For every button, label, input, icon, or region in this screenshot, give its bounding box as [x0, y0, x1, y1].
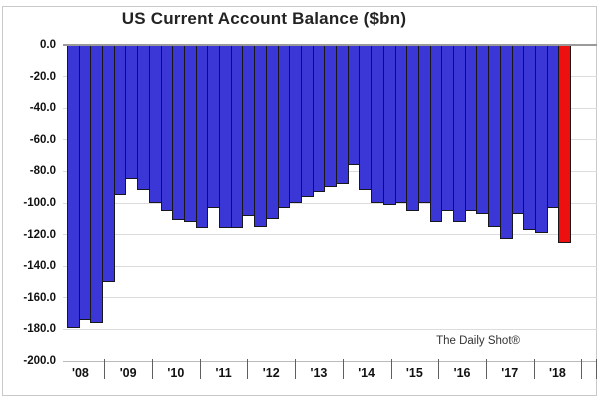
- bar-2018-q3: [558, 45, 571, 243]
- y-tick-label: -200.0: [23, 355, 56, 367]
- x-axis-end-tick: [596, 359, 597, 379]
- x-year-label-12: '12: [262, 366, 280, 380]
- figure-border: [2, 6, 597, 396]
- watermark: The Daily Shot®: [436, 335, 520, 347]
- gridline--120.0: [63, 234, 597, 236]
- x-year-separator: [438, 359, 440, 379]
- x-year-separator: [581, 359, 583, 379]
- x-year-label-09: '09: [119, 366, 137, 380]
- x-year-label-11: '11: [215, 366, 232, 380]
- x-year-label-10: '10: [167, 366, 185, 380]
- x-year-separator: [247, 359, 249, 379]
- gridline--180.0: [63, 328, 597, 330]
- y-tick-label: -180.0: [23, 323, 56, 336]
- x-year-label-16: '16: [453, 366, 471, 380]
- x-year-separator: [485, 359, 487, 379]
- x-year-label-14: '14: [358, 366, 376, 380]
- zero-axis-line: [63, 44, 597, 46]
- x-year-label-15: '15: [405, 366, 423, 380]
- x-year-separator: [199, 359, 201, 379]
- y-tick-label: -80.0: [29, 165, 56, 178]
- x-year-separator: [295, 359, 297, 379]
- y-tick-label: -140.0: [23, 260, 56, 273]
- y-tick-label: -40.0: [29, 102, 56, 115]
- x-year-separator: [152, 359, 153, 379]
- y-tick-label: -60.0: [29, 133, 56, 146]
- x-year-separator: [533, 359, 535, 379]
- x-year-label-08: '08: [71, 366, 89, 380]
- gridline--100.0: [63, 202, 597, 204]
- gridline--140.0: [63, 265, 597, 267]
- y-tick-label: 0.0: [40, 39, 56, 51]
- y-tick-label: -160.0: [23, 291, 56, 304]
- x-year-label-18: '18: [548, 366, 566, 380]
- y-tick-label: -20.0: [29, 70, 56, 83]
- y-tick-label: -100.0: [23, 197, 56, 209]
- x-year-separator: [390, 359, 392, 379]
- x-year-label-17: '17: [501, 366, 519, 380]
- gridline--160.0: [63, 297, 597, 299]
- gridline--200.0: [63, 360, 597, 362]
- x-year-separator: [342, 359, 344, 379]
- y-tick-label: -120.0: [23, 228, 56, 241]
- x-year-label-13: '13: [310, 366, 328, 380]
- x-year-separator: [104, 359, 106, 379]
- chart-title: US Current Account Balance ($bn): [121, 9, 407, 28]
